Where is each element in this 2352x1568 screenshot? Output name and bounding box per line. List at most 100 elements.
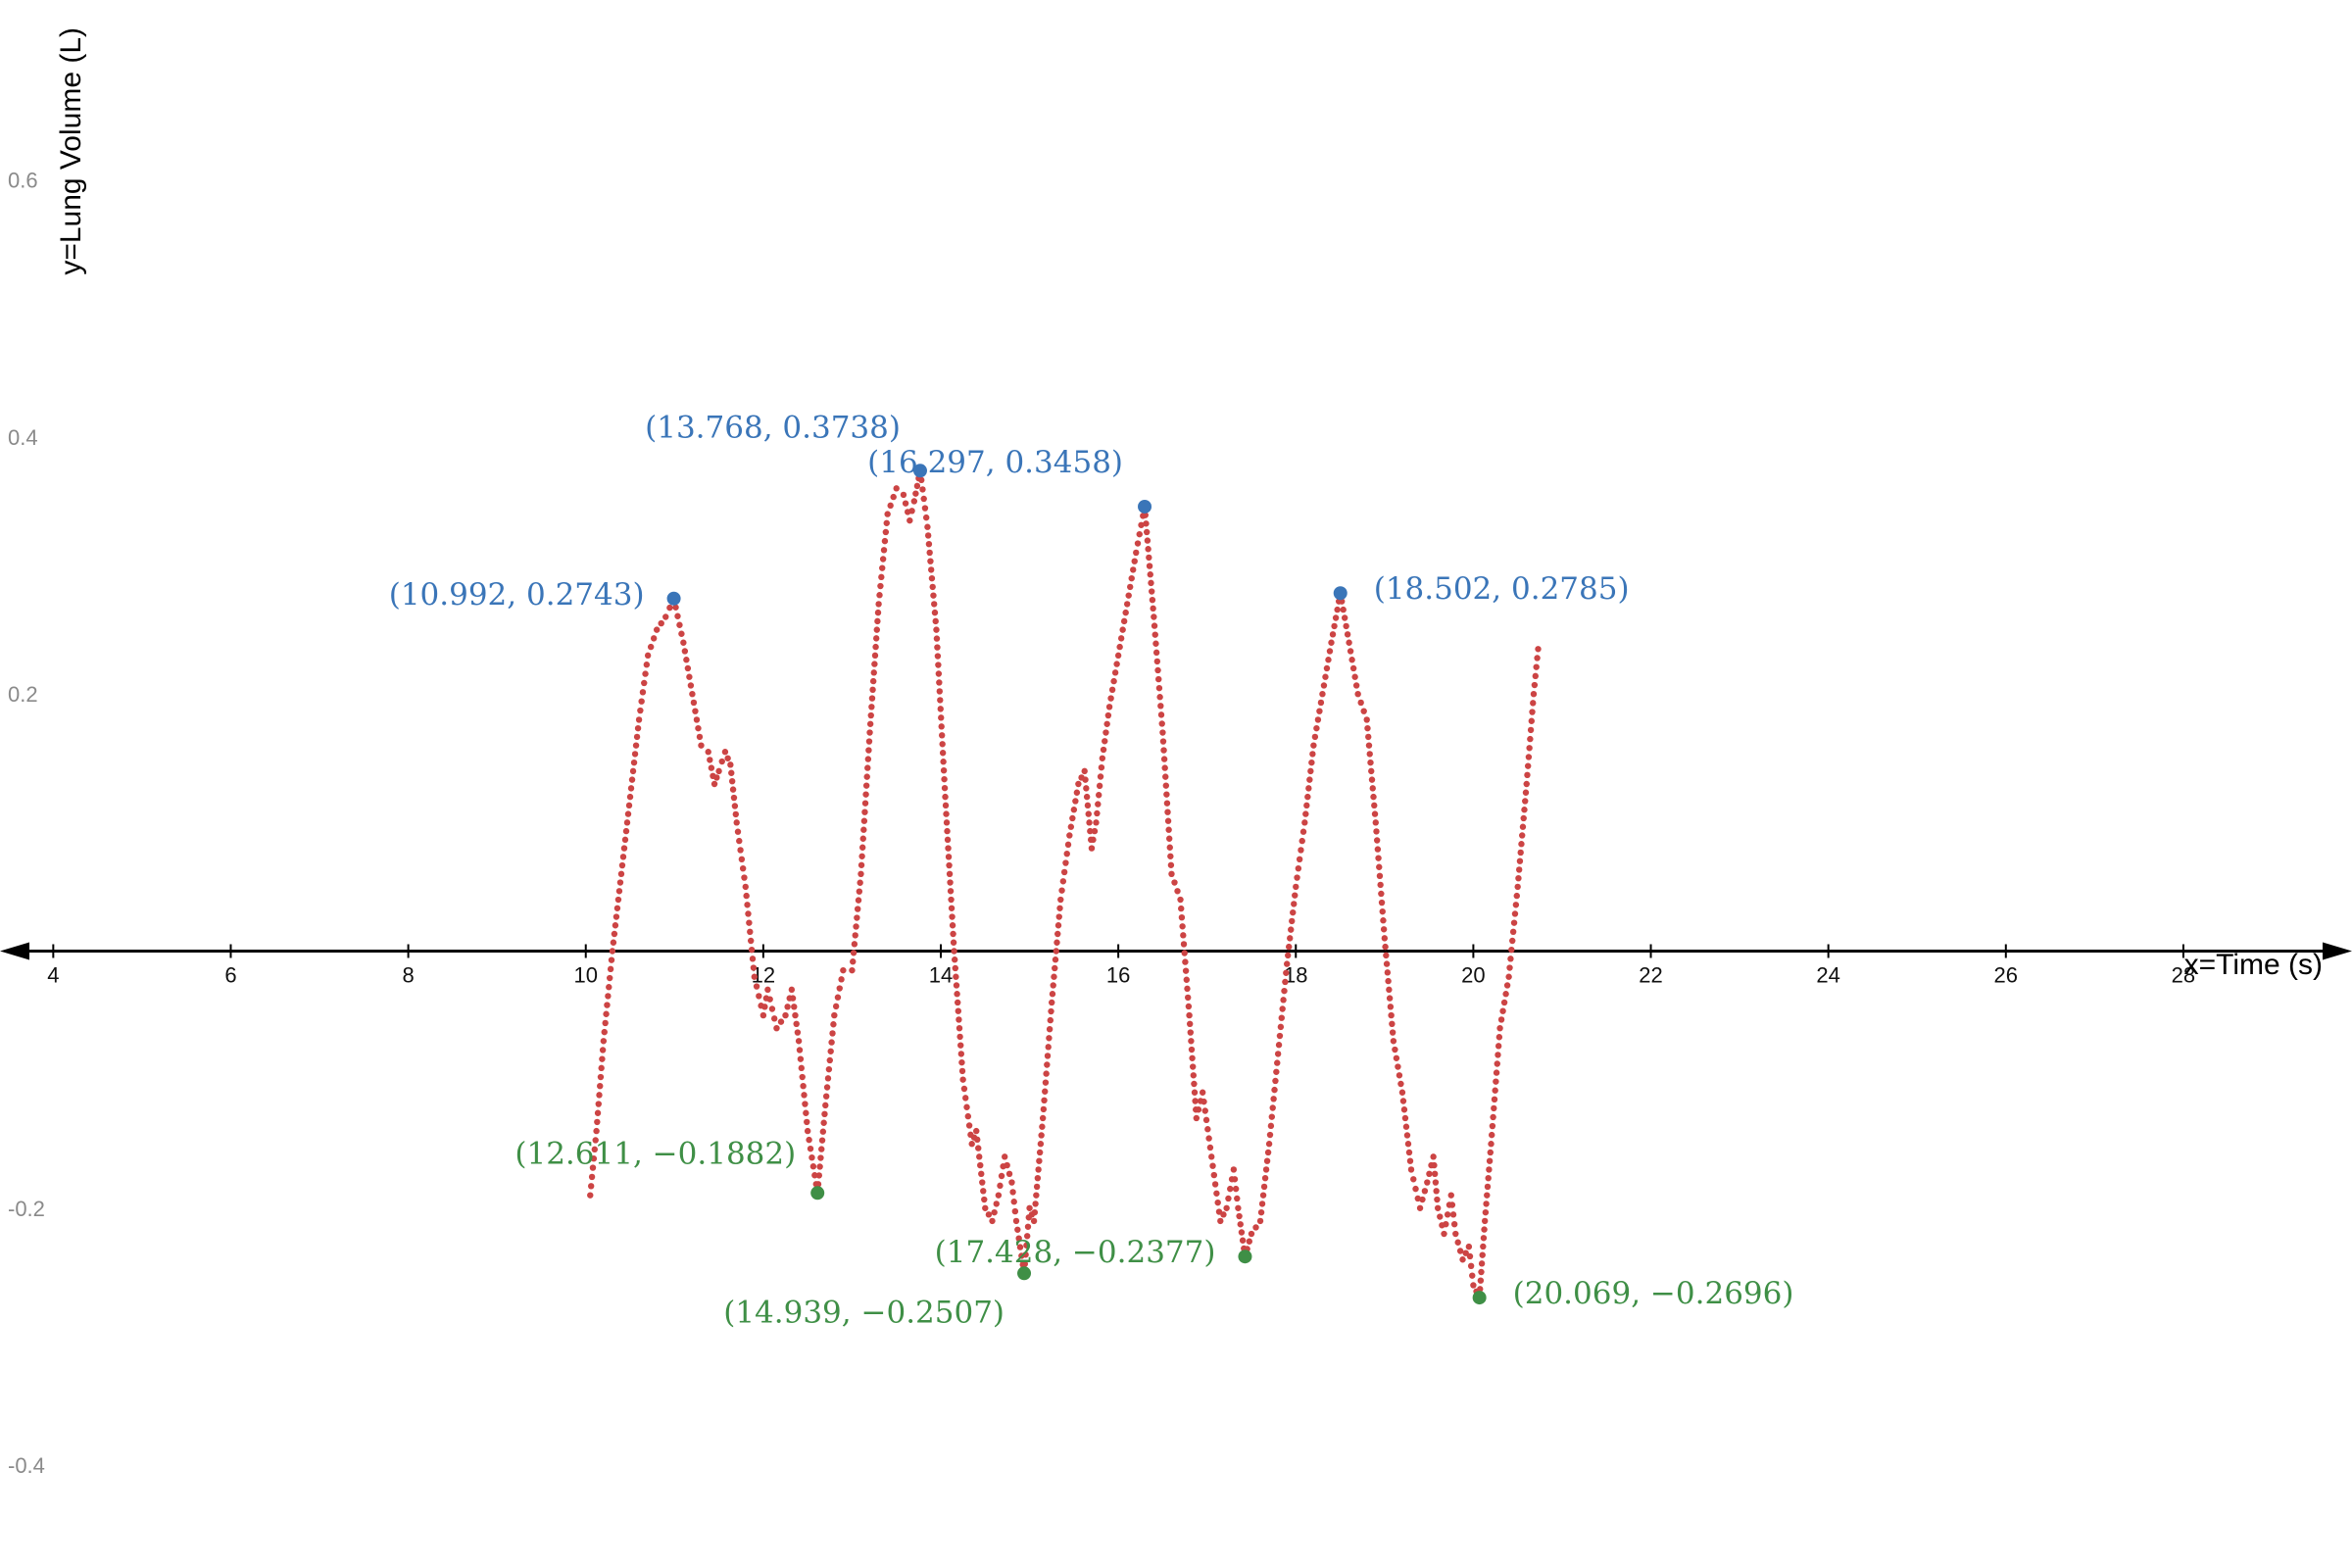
data-point — [1103, 720, 1110, 727]
data-point — [1183, 976, 1190, 983]
data-point — [1051, 973, 1057, 980]
data-point — [639, 689, 647, 696]
data-point — [944, 836, 952, 844]
data-point — [1443, 1220, 1449, 1228]
data-point — [1344, 631, 1351, 638]
data-point — [644, 652, 652, 660]
data-point — [1332, 614, 1340, 621]
minimum-label: (14.939, −0.2507) — [723, 1295, 1004, 1330]
data-point — [1301, 819, 1308, 826]
data-point — [938, 723, 945, 730]
data-point — [1447, 1192, 1454, 1199]
data-point — [658, 619, 664, 627]
data-point — [1389, 1029, 1396, 1036]
data-point — [1515, 874, 1522, 882]
data-point — [1054, 922, 1062, 929]
data-point — [622, 827, 630, 835]
data-point — [939, 750, 947, 757]
data-point — [624, 810, 632, 817]
data-point — [951, 948, 957, 955]
data-point — [947, 888, 955, 895]
data-point — [1014, 1226, 1021, 1233]
data-point — [1433, 1188, 1440, 1195]
data-point — [1264, 1149, 1272, 1156]
data-point — [936, 679, 943, 686]
data-point — [881, 537, 889, 545]
data-point — [1477, 1286, 1484, 1293]
data-point — [1494, 1060, 1500, 1067]
data-point — [1062, 859, 1069, 866]
data-point — [804, 1127, 811, 1135]
data-point — [1478, 1260, 1486, 1267]
data-point — [1199, 1089, 1206, 1096]
data-point — [1114, 652, 1122, 660]
data-point — [1273, 1068, 1280, 1075]
data-point — [928, 574, 936, 582]
data-point — [1067, 823, 1075, 830]
data-point — [587, 1183, 595, 1190]
data-point — [1387, 1004, 1395, 1010]
data-point — [1407, 1166, 1415, 1173]
data-point — [807, 1145, 814, 1152]
data-point — [784, 1004, 791, 1010]
data-point — [946, 870, 954, 878]
data-point — [997, 1182, 1004, 1190]
data-point — [953, 982, 960, 989]
data-point — [963, 1103, 970, 1110]
data-point — [1483, 1200, 1490, 1207]
data-point — [1403, 1132, 1411, 1139]
data-point — [1265, 1141, 1273, 1148]
data-point — [1021, 1260, 1029, 1267]
data-point — [1379, 907, 1386, 915]
data-point — [1134, 540, 1142, 547]
data-point — [1515, 866, 1523, 873]
data-point — [1372, 819, 1379, 826]
data-point — [600, 1038, 608, 1045]
data-point — [1261, 1174, 1269, 1182]
data-point — [1160, 756, 1168, 762]
data-point — [1278, 1014, 1285, 1021]
data-point — [731, 803, 739, 809]
data-point — [730, 794, 738, 802]
data-point — [1329, 631, 1337, 638]
data-point — [796, 1047, 804, 1054]
data-point — [590, 1155, 598, 1162]
maximum-point — [666, 591, 681, 606]
data-point — [1364, 724, 1371, 732]
data-point — [683, 657, 690, 663]
data-point — [1054, 930, 1061, 938]
data-point — [998, 1172, 1005, 1180]
data-point — [1237, 1221, 1244, 1228]
data-point — [1152, 649, 1160, 657]
data-point — [1320, 682, 1328, 689]
data-point — [1232, 1185, 1240, 1193]
data-point — [1434, 1204, 1442, 1211]
data-point — [1380, 926, 1388, 933]
data-point — [611, 930, 618, 938]
data-point — [761, 1004, 768, 1010]
data-point — [976, 1153, 983, 1160]
data-point — [1184, 985, 1191, 993]
data-point — [1520, 814, 1527, 822]
data-point — [1512, 902, 1520, 908]
data-point — [635, 716, 643, 723]
data-point — [1488, 1141, 1494, 1148]
data-point — [1410, 1176, 1417, 1183]
data-point — [753, 983, 760, 990]
data-point — [1236, 1212, 1243, 1220]
data-point — [1465, 1243, 1473, 1250]
data-point — [1223, 1204, 1230, 1211]
data-point — [1430, 1153, 1437, 1160]
data-point — [1123, 601, 1131, 608]
data-point — [868, 695, 876, 702]
data-point — [1467, 1262, 1475, 1270]
data-point — [1102, 738, 1108, 745]
data-point — [1213, 1190, 1220, 1197]
data-point — [949, 913, 956, 920]
data-point — [1160, 747, 1167, 754]
data-point — [621, 836, 629, 844]
data-point — [1280, 997, 1287, 1004]
data-point — [958, 1067, 966, 1075]
data-point — [858, 844, 866, 851]
data-point — [1043, 1070, 1050, 1077]
